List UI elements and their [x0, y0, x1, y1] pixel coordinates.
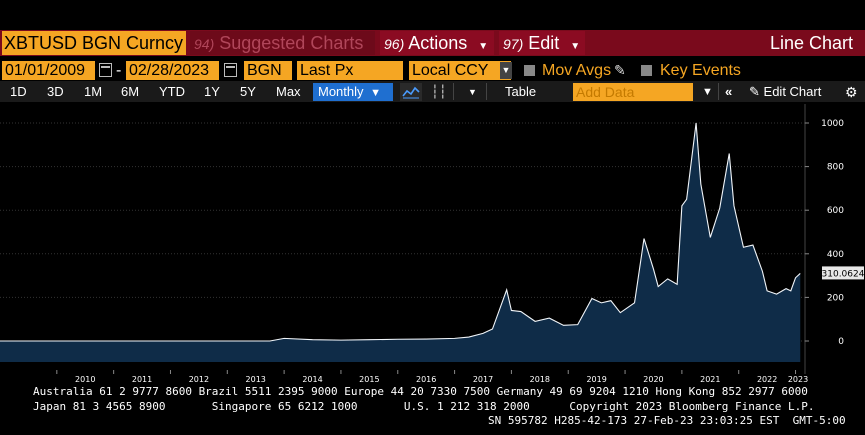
footer-contacts-line1: Australia 61 2 9777 8600 Brazil 5511 239… — [33, 385, 808, 398]
pricing-source-field[interactable]: BGN — [244, 61, 292, 80]
caret-down-icon: ▼ — [478, 41, 489, 52]
x-tick-label: 2011 — [132, 375, 152, 384]
price-area — [0, 123, 801, 362]
filter-icon[interactable]: ▼ — [702, 86, 713, 98]
x-tick-label: 2014 — [302, 375, 322, 384]
period-ytd-button[interactable]: YTD — [159, 84, 185, 99]
suggested-charts-number: 94) — [194, 36, 215, 52]
x-axis: 2010 2011 2012 2013 2014 2015 2016 2017 2018 2019… — [56, 370, 808, 384]
period-1y-button[interactable]: 1Y — [204, 84, 220, 99]
x-tick-label: 2022 — [757, 375, 777, 384]
add-data-input[interactable]: Add Data — [573, 83, 693, 101]
pencil-icon[interactable]: ✎ — [614, 62, 626, 78]
actions-label: Actions — [408, 33, 468, 53]
footer-session-line: SN 595782 H285-42-173 27-Feb-23 23:03:25… — [488, 414, 846, 427]
edit-label: Edit — [528, 33, 560, 53]
price-line — [0, 122, 801, 342]
actions-number: 96) — [384, 36, 405, 52]
y-tick-label: 400 — [827, 250, 844, 260]
x-tick-label: 2020 — [643, 375, 663, 384]
chevron-down-icon[interactable]: ▼ — [468, 87, 477, 97]
x-tick-label: 2015 — [359, 375, 379, 384]
settings-bar: 01/01/2009 - 02/28/2023 BGN Last Px Loca… — [0, 59, 865, 81]
key-events-checkbox[interactable] — [641, 65, 652, 76]
caret-down-icon: ▼ — [570, 41, 581, 52]
y-axis: 1000 800 600 400 200 0 — [805, 119, 844, 347]
gear-icon[interactable]: ⚙ — [845, 84, 858, 100]
security-ticker-field[interactable]: XBTUSD BGN Curncy — [2, 31, 186, 55]
frequency-select[interactable]: Monthly ▼ — [313, 83, 393, 101]
period-1d-button[interactable]: 1D — [10, 84, 27, 99]
divider — [453, 83, 454, 100]
suggested-charts-label: Suggested Charts — [219, 33, 364, 53]
x-tick-label: 2016 — [416, 375, 436, 384]
divider — [718, 83, 719, 100]
period-3d-button[interactable]: 3D — [47, 84, 64, 99]
calendar-icon[interactable] — [224, 63, 237, 77]
edit-number: 97) — [503, 36, 524, 52]
y-tick-label: 800 — [827, 163, 844, 173]
y-tick-label: 1000 — [821, 119, 844, 129]
title-bar: XBTUSD BGN Curncy 94) Suggested Charts 9… — [0, 30, 865, 56]
edit-menu-button[interactable]: 97) Edit ▼ — [499, 31, 585, 55]
actions-menu-button[interactable]: 96) Actions ▼ — [380, 31, 494, 55]
y-tick-label: 200 — [827, 293, 844, 303]
x-tick-label: 2010 — [75, 375, 95, 384]
x-tick-label: 2017 — [473, 375, 493, 384]
currency-select[interactable]: Local CCY — [409, 61, 511, 80]
x-tick-label: 2013 — [246, 375, 266, 384]
calendar-icon[interactable] — [99, 63, 112, 77]
edit-chart-button[interactable]: ✎ Edit Chart — [749, 83, 821, 101]
mov-avgs-label[interactable]: Mov Avgs — [542, 62, 612, 79]
x-tick-label: 2023 — [788, 375, 808, 384]
x-tick-label: 2021 — [700, 375, 720, 384]
toolbar: 1D 3D 1M 6M YTD 1Y 5Y Max Monthly ▼ ┆┆ ▼… — [0, 81, 865, 102]
line-chart-icon[interactable] — [400, 83, 422, 101]
caret-down-icon: ▼ — [370, 87, 382, 99]
end-date-field[interactable]: 02/28/2023 — [126, 61, 219, 80]
period-6m-button[interactable]: 6M — [121, 84, 140, 99]
chart-type-title: Line Chart — [769, 33, 853, 53]
y-tick-label: 600 — [827, 206, 844, 216]
key-events-label[interactable]: Key Events — [660, 62, 741, 79]
divider — [486, 83, 487, 100]
candlestick-icon[interactable]: ┆┆ — [431, 84, 447, 99]
period-max-button[interactable]: Max — [276, 84, 301, 99]
frequency-label: Monthly — [318, 84, 364, 99]
x-tick-label: 2019 — [586, 375, 606, 384]
table-button[interactable]: Table — [505, 84, 537, 99]
chevron-down-icon[interactable]: ▼ — [500, 62, 512, 79]
last-value-tag: 310.0624 — [822, 266, 865, 280]
y-tick-label: 0 — [838, 337, 844, 347]
period-5y-button[interactable]: 5Y — [240, 84, 256, 99]
collapse-icon[interactable]: « — [725, 84, 733, 99]
period-1m-button[interactable]: 1M — [84, 84, 103, 99]
date-range-dash: - — [116, 62, 122, 79]
start-date-field[interactable]: 01/01/2009 — [2, 61, 95, 80]
pencil-icon: ✎ — [749, 84, 760, 99]
x-tick-label: 2018 — [530, 375, 550, 384]
mov-avgs-checkbox[interactable] — [524, 65, 535, 76]
footer-contacts-line2: Japan 81 3 4565 8900 Singapore 65 6212 1… — [33, 400, 815, 413]
price-field-select[interactable]: Last Px — [297, 61, 403, 80]
x-tick-label: 2012 — [189, 375, 209, 384]
suggested-charts-button[interactable]: 94) Suggested Charts — [190, 31, 375, 55]
last-value-label: 310.0624 — [822, 269, 865, 279]
edit-chart-label: Edit Chart — [763, 84, 822, 99]
